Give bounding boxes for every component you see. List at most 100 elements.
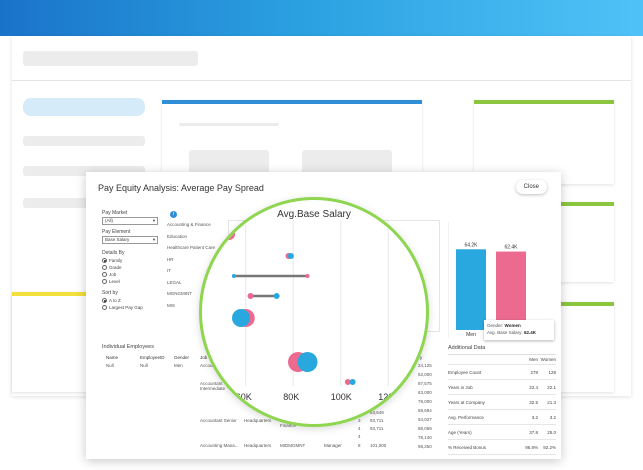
info-icon[interactable]: i	[170, 211, 177, 218]
dot-men[interactable]	[232, 309, 250, 327]
chevron-down-icon: ▼	[152, 218, 156, 223]
tooltip-salary-value: 62.4K	[523, 330, 536, 335]
radio-label: Largest Pay Gap	[109, 305, 143, 310]
cell-women: 3.2	[549, 414, 556, 420]
col-header-women: Women	[540, 357, 556, 362]
category-label: Education	[167, 233, 188, 239]
cell-salary: 78,140	[418, 435, 432, 440]
pay-element-value: Base Salary	[105, 237, 130, 242]
pay-market-label: Pay Market	[102, 210, 128, 216]
sort-by-radio-largest-gap[interactable]: Largest Pay Gap	[102, 305, 162, 310]
magnifier-lens: Avg.Base Salary 60K 80K 100K 120K	[199, 197, 429, 427]
dot-plot-svg	[202, 220, 389, 386]
dot-men[interactable]	[231, 274, 236, 278]
cell-salary: 24,125	[418, 363, 432, 368]
radio-label: Level	[109, 279, 120, 284]
bar-men-value-label: 64.2K	[464, 242, 478, 248]
cell-job-title: Accounting Mana...	[200, 443, 239, 448]
cell-salary: 93,711	[370, 418, 384, 423]
bar-men-category-label: Men	[466, 332, 476, 338]
additional-data-title: Additional Data	[448, 345, 486, 351]
dot-men[interactable]	[349, 379, 356, 385]
bar-men[interactable]	[456, 249, 486, 330]
sort-by-label: Sort by	[102, 290, 118, 296]
cell-job-title: Accountant Senior	[200, 418, 237, 423]
sort-by-radio-a-to-z[interactable]: A to Z	[102, 298, 162, 303]
tooltip-salary-label: Avg. Base Salary:	[487, 330, 523, 335]
cell-grade: 4	[358, 426, 361, 431]
additional-data-table: Additional Data Men Women Employee Count…	[448, 342, 556, 455]
cell-men: 3.2	[531, 414, 538, 420]
bg-card	[12, 292, 92, 392]
cell-salary: 63,000	[418, 390, 432, 395]
cell-men: 278	[530, 369, 538, 375]
dot-men[interactable]	[202, 228, 209, 240]
dot-women[interactable]	[305, 274, 310, 278]
dot-men[interactable]	[297, 352, 318, 372]
dot-women[interactable]	[223, 228, 236, 240]
cell-men: 96.8%	[525, 444, 538, 450]
cell-level: Manager	[324, 443, 342, 448]
category-label: HR	[167, 256, 174, 262]
chevron-down-icon: ▼	[152, 237, 156, 242]
details-by-radio-level[interactable]: Level	[102, 279, 162, 284]
details-by-radio-job[interactable]: Job	[102, 272, 162, 277]
x-tick-label: 80K	[283, 392, 300, 402]
col-header-employee-id: EmployeeID	[140, 355, 165, 360]
row-label: Age (Years)	[448, 429, 472, 435]
x-tick-label: 120K	[378, 392, 400, 402]
cell-grade: 4	[358, 434, 361, 439]
cell-gender: Men	[174, 363, 183, 368]
radio-icon	[102, 279, 107, 284]
bg-card-block	[302, 150, 392, 174]
additional-data-col-header-row: Men Women	[448, 355, 556, 365]
bar-women[interactable]	[496, 251, 526, 330]
radio-selected-icon	[102, 258, 107, 263]
cell-women: 92.2%	[543, 444, 556, 450]
radio-label: Family	[109, 258, 123, 263]
table-row: Age (Years) 37.8 25.0	[448, 425, 556, 440]
table-row: Years at Company 32.5 21.3	[448, 395, 556, 410]
dot-women[interactable]	[344, 379, 351, 385]
category-label: LEGAL	[167, 279, 182, 285]
cell-salary: 79,000	[418, 399, 432, 404]
close-button[interactable]: Close	[515, 180, 547, 194]
dot-women[interactable]	[247, 293, 254, 299]
row-label: Years in Job	[448, 384, 473, 390]
cell-salary: 88,069	[418, 426, 432, 431]
gender-bar-chart: 64.2K 62.4K Men Gender: Women Avg. Base …	[447, 220, 554, 340]
cell-location: Headquarters	[244, 443, 272, 448]
bg-nav-placeholder	[23, 198, 145, 208]
pay-element-select[interactable]: Base Salary ▼	[102, 236, 158, 244]
cell-men: 37.8	[529, 429, 538, 435]
bg-header-divider	[12, 80, 631, 81]
cell-job-title: Accountant Intermediate	[200, 381, 226, 391]
pay-market-select[interactable]: (All) ▼	[102, 217, 158, 225]
cell-women: 25.0	[547, 429, 556, 435]
details-by-radio-grade[interactable]: Grade	[102, 265, 162, 270]
gender-bar-chart-svg: 64.2K 62.4K Men	[447, 222, 526, 338]
individual-employees-title: Individual Employees	[102, 344, 154, 350]
tooltip-gender-label: Gender:	[487, 323, 504, 328]
bg-card-line	[179, 123, 279, 126]
details-by-radio-family[interactable]: Family	[102, 258, 162, 263]
table-row: Employee Count 278 128	[448, 365, 556, 380]
cell-women: 21.3	[547, 399, 556, 405]
cell-grade: 3	[358, 418, 361, 423]
bg-card-block	[189, 150, 269, 174]
x-tick-label: 60K	[235, 392, 252, 402]
dot-men[interactable]	[287, 253, 294, 259]
radio-label: A to Z	[109, 298, 121, 303]
row-label: Avg. Performance	[448, 414, 484, 420]
dot-men[interactable]	[273, 293, 280, 299]
category-label: IT	[167, 268, 171, 273]
bar-women-value-label: 62.4K	[504, 245, 518, 251]
row-label: % Received Bonus	[448, 444, 487, 450]
cell-name: Null	[106, 363, 114, 368]
table-row: Avg. Performance 3.2 3.2	[448, 410, 556, 425]
cell-men: 32.5	[529, 399, 538, 405]
table-row: Years in Job 22.4 22.1	[448, 380, 556, 395]
col-header-name: Name	[106, 355, 119, 360]
tooltip-gender-value: Women	[504, 323, 521, 328]
cell-salary: 63,649	[370, 410, 384, 415]
